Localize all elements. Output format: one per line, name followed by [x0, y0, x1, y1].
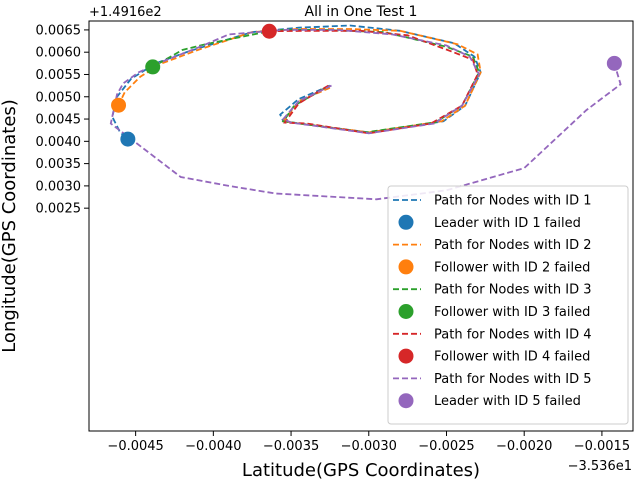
legend-label: Follower with ID 3 failed: [434, 305, 590, 320]
series-line-5: [152, 28, 481, 134]
chart-title: All in One Test 1: [305, 4, 418, 20]
x-tick-label: −0.0025: [418, 439, 474, 454]
x-tick-label: −0.0020: [496, 439, 552, 454]
x-tick-label: −0.0040: [185, 439, 241, 454]
failure-marker-2: [120, 131, 136, 147]
failure-marker-10: [606, 55, 622, 71]
y-tick-label: 0.0030: [36, 179, 82, 194]
legend-label: Follower with ID 4 failed: [434, 350, 590, 365]
plot-area: [109, 23, 622, 201]
legend-label: Path for Nodes with ID 2: [434, 238, 592, 253]
y-axis-label: Longitude(GPS Coordinates): [0, 99, 20, 353]
y-tick-label: 0.0065: [36, 23, 82, 38]
y-tick-label: 0.0060: [36, 46, 82, 61]
x-axis: −0.0045 −0.0040 −0.0035 −0.0030 −0.0025 −0.00…: [107, 431, 630, 454]
legend-marker: [398, 304, 414, 319]
y-tick-label: 0.0025: [36, 202, 82, 217]
legend-label: Path for Nodes with ID 5: [434, 372, 592, 387]
plot-frame: [88, 20, 634, 432]
x-tick-label: −0.0035: [263, 439, 319, 454]
y-axis: 0.0025 0.0030 0.0035 0.0040 0.0045 0.0050 0.00…: [36, 23, 89, 217]
y-tick-label: 0.0055: [36, 68, 82, 83]
x-tick-label: −0.0030: [341, 439, 397, 454]
failure-marker-6: [145, 59, 161, 75]
x-tick-label: −0.0045: [107, 439, 163, 454]
series-line-3: [117, 28, 482, 134]
legend-label: Leader with ID 5 failed: [434, 394, 581, 409]
legend-marker: [398, 259, 414, 275]
legend-label: Follower with ID 2 failed: [434, 260, 590, 275]
series-line-7: [269, 29, 479, 135]
y-offset-label: +1.4916e2: [89, 5, 162, 20]
y-tick-label: 0.0050: [36, 90, 82, 105]
x-tick-label: −0.0015: [574, 439, 630, 454]
legend-label: Leader with ID 1 failed: [434, 216, 581, 231]
legend-label: Path for Nodes with ID 1: [434, 194, 592, 209]
y-tick-label: 0.0045: [36, 113, 82, 128]
legend-marker: [398, 214, 414, 230]
series-line-9: [109, 28, 622, 201]
legend-label: Path for Nodes with ID 3: [434, 283, 592, 298]
failure-marker-4: [111, 97, 127, 113]
y-tick-label: 0.0040: [36, 135, 82, 150]
legend-marker: [398, 348, 414, 364]
legend-box: [387, 185, 629, 425]
legend: Path for Nodes with ID 1 Leader with ID 1…: [387, 185, 629, 425]
x-axis-label: Latitude(GPS Coordinates): [242, 460, 480, 481]
y-tick-label: 0.0035: [36, 157, 82, 172]
failure-marker-8: [261, 23, 277, 39]
legend-label: Path for Nodes with ID 4: [434, 327, 592, 342]
x-offset-label: −3.536e1: [568, 459, 632, 474]
legend-marker: [398, 393, 414, 409]
